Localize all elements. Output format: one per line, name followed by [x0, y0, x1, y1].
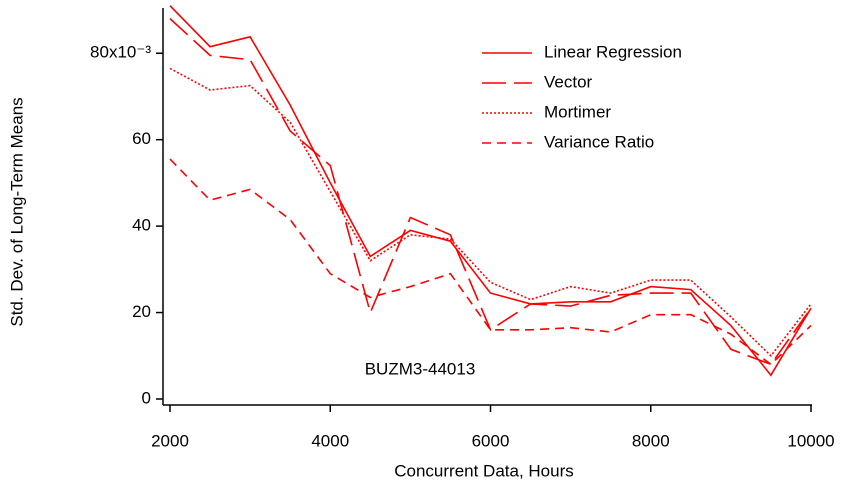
series-line [169, 18, 812, 366]
series-line [169, 67, 812, 357]
series-line [169, 5, 812, 377]
x-tick-label: 10000 [787, 431, 834, 450]
y-tick-label: 60 [132, 129, 151, 148]
y-tick-label: 0 [142, 388, 151, 407]
series-line [169, 158, 812, 366]
x-tick-label: 8000 [632, 431, 670, 450]
y-tick-label: 80x10⁻³ [90, 43, 151, 62]
x-tick-label: 2000 [151, 431, 189, 450]
x-tick-label: 6000 [472, 431, 510, 450]
x-tick-label: 4000 [311, 431, 349, 450]
legend-label: Variance Ratio [544, 132, 654, 151]
annotation: BUZM3-44013 [365, 359, 476, 378]
y-tick-label: 40 [132, 216, 151, 235]
y-tick-label: 20 [132, 302, 151, 321]
legend-label: Mortimer [544, 102, 611, 121]
y-axis-title: Std. Dev. of Long-Term Means [7, 97, 26, 326]
legend-label: Linear Regression [544, 42, 682, 61]
x-axis-title: Concurrent Data, Hours [394, 461, 574, 480]
legend-label: Vector [544, 72, 593, 91]
